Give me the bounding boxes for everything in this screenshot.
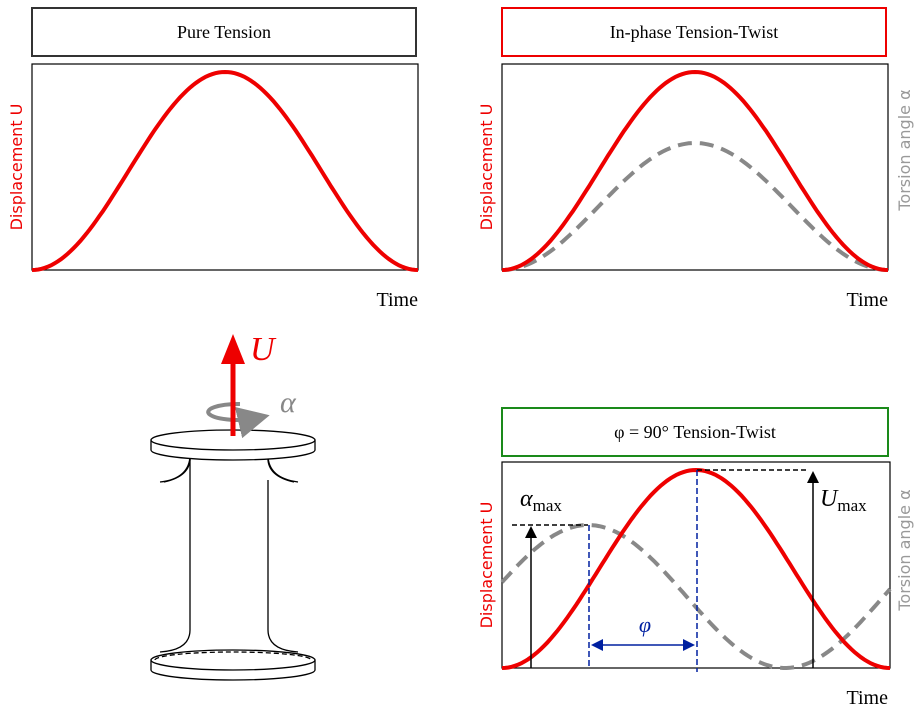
torsion-curve [501, 140, 889, 272]
bottom-disk-hidden [154, 651, 312, 661]
panel-pure-tension: Pure Tension Displacement U Time [7, 7, 419, 311]
panel-title: Pure Tension [177, 22, 271, 42]
symbol: α [520, 486, 533, 512]
plot-frame [501, 63, 889, 271]
panel-in-phase: In-phase Tension-Twist Displacement U To… [477, 7, 914, 311]
plot-frame [501, 461, 891, 669]
twist-label: α [280, 386, 297, 419]
x-label: Time [846, 687, 888, 709]
force-arrow-head [221, 334, 245, 364]
plot-frame [31, 63, 419, 271]
alpha-max-label: αmax [520, 486, 562, 515]
panel-title: In-phase Tension-Twist [610, 22, 779, 42]
specimen-left-side [159, 454, 191, 653]
y-label: Displacement U [477, 502, 496, 629]
force-label: U [250, 331, 277, 368]
y2-label: Torsion angle α [895, 489, 914, 611]
x-label: Time [846, 289, 888, 311]
symbol: U [820, 486, 839, 512]
y-label: Displacement U [7, 104, 26, 231]
twist-arrow [206, 401, 270, 439]
title-box [501, 7, 887, 57]
torsion-curve [500, 523, 892, 670]
title-box [501, 407, 889, 457]
panel-out-of-phase: φ = 90° Tension-Twist φ αmax Umax Displa… [477, 407, 914, 709]
displacement-curve [31, 69, 419, 272]
u-max-label: Umax [820, 486, 867, 515]
title-box [31, 7, 417, 57]
subscript: max [837, 496, 867, 515]
y2-label: Torsion angle α [895, 89, 914, 211]
subscript: max [533, 496, 563, 515]
x-label: Time [376, 289, 418, 311]
specimen [150, 334, 316, 681]
displacement-curve [501, 467, 891, 670]
specimen-right-side [267, 454, 299, 653]
panel-title: φ = 90° Tension-Twist [614, 422, 776, 442]
bottom-disk [150, 649, 316, 671]
phase-label: φ [639, 612, 651, 637]
displacement-curve [501, 69, 889, 272]
y-label: Displacement U [477, 104, 496, 231]
